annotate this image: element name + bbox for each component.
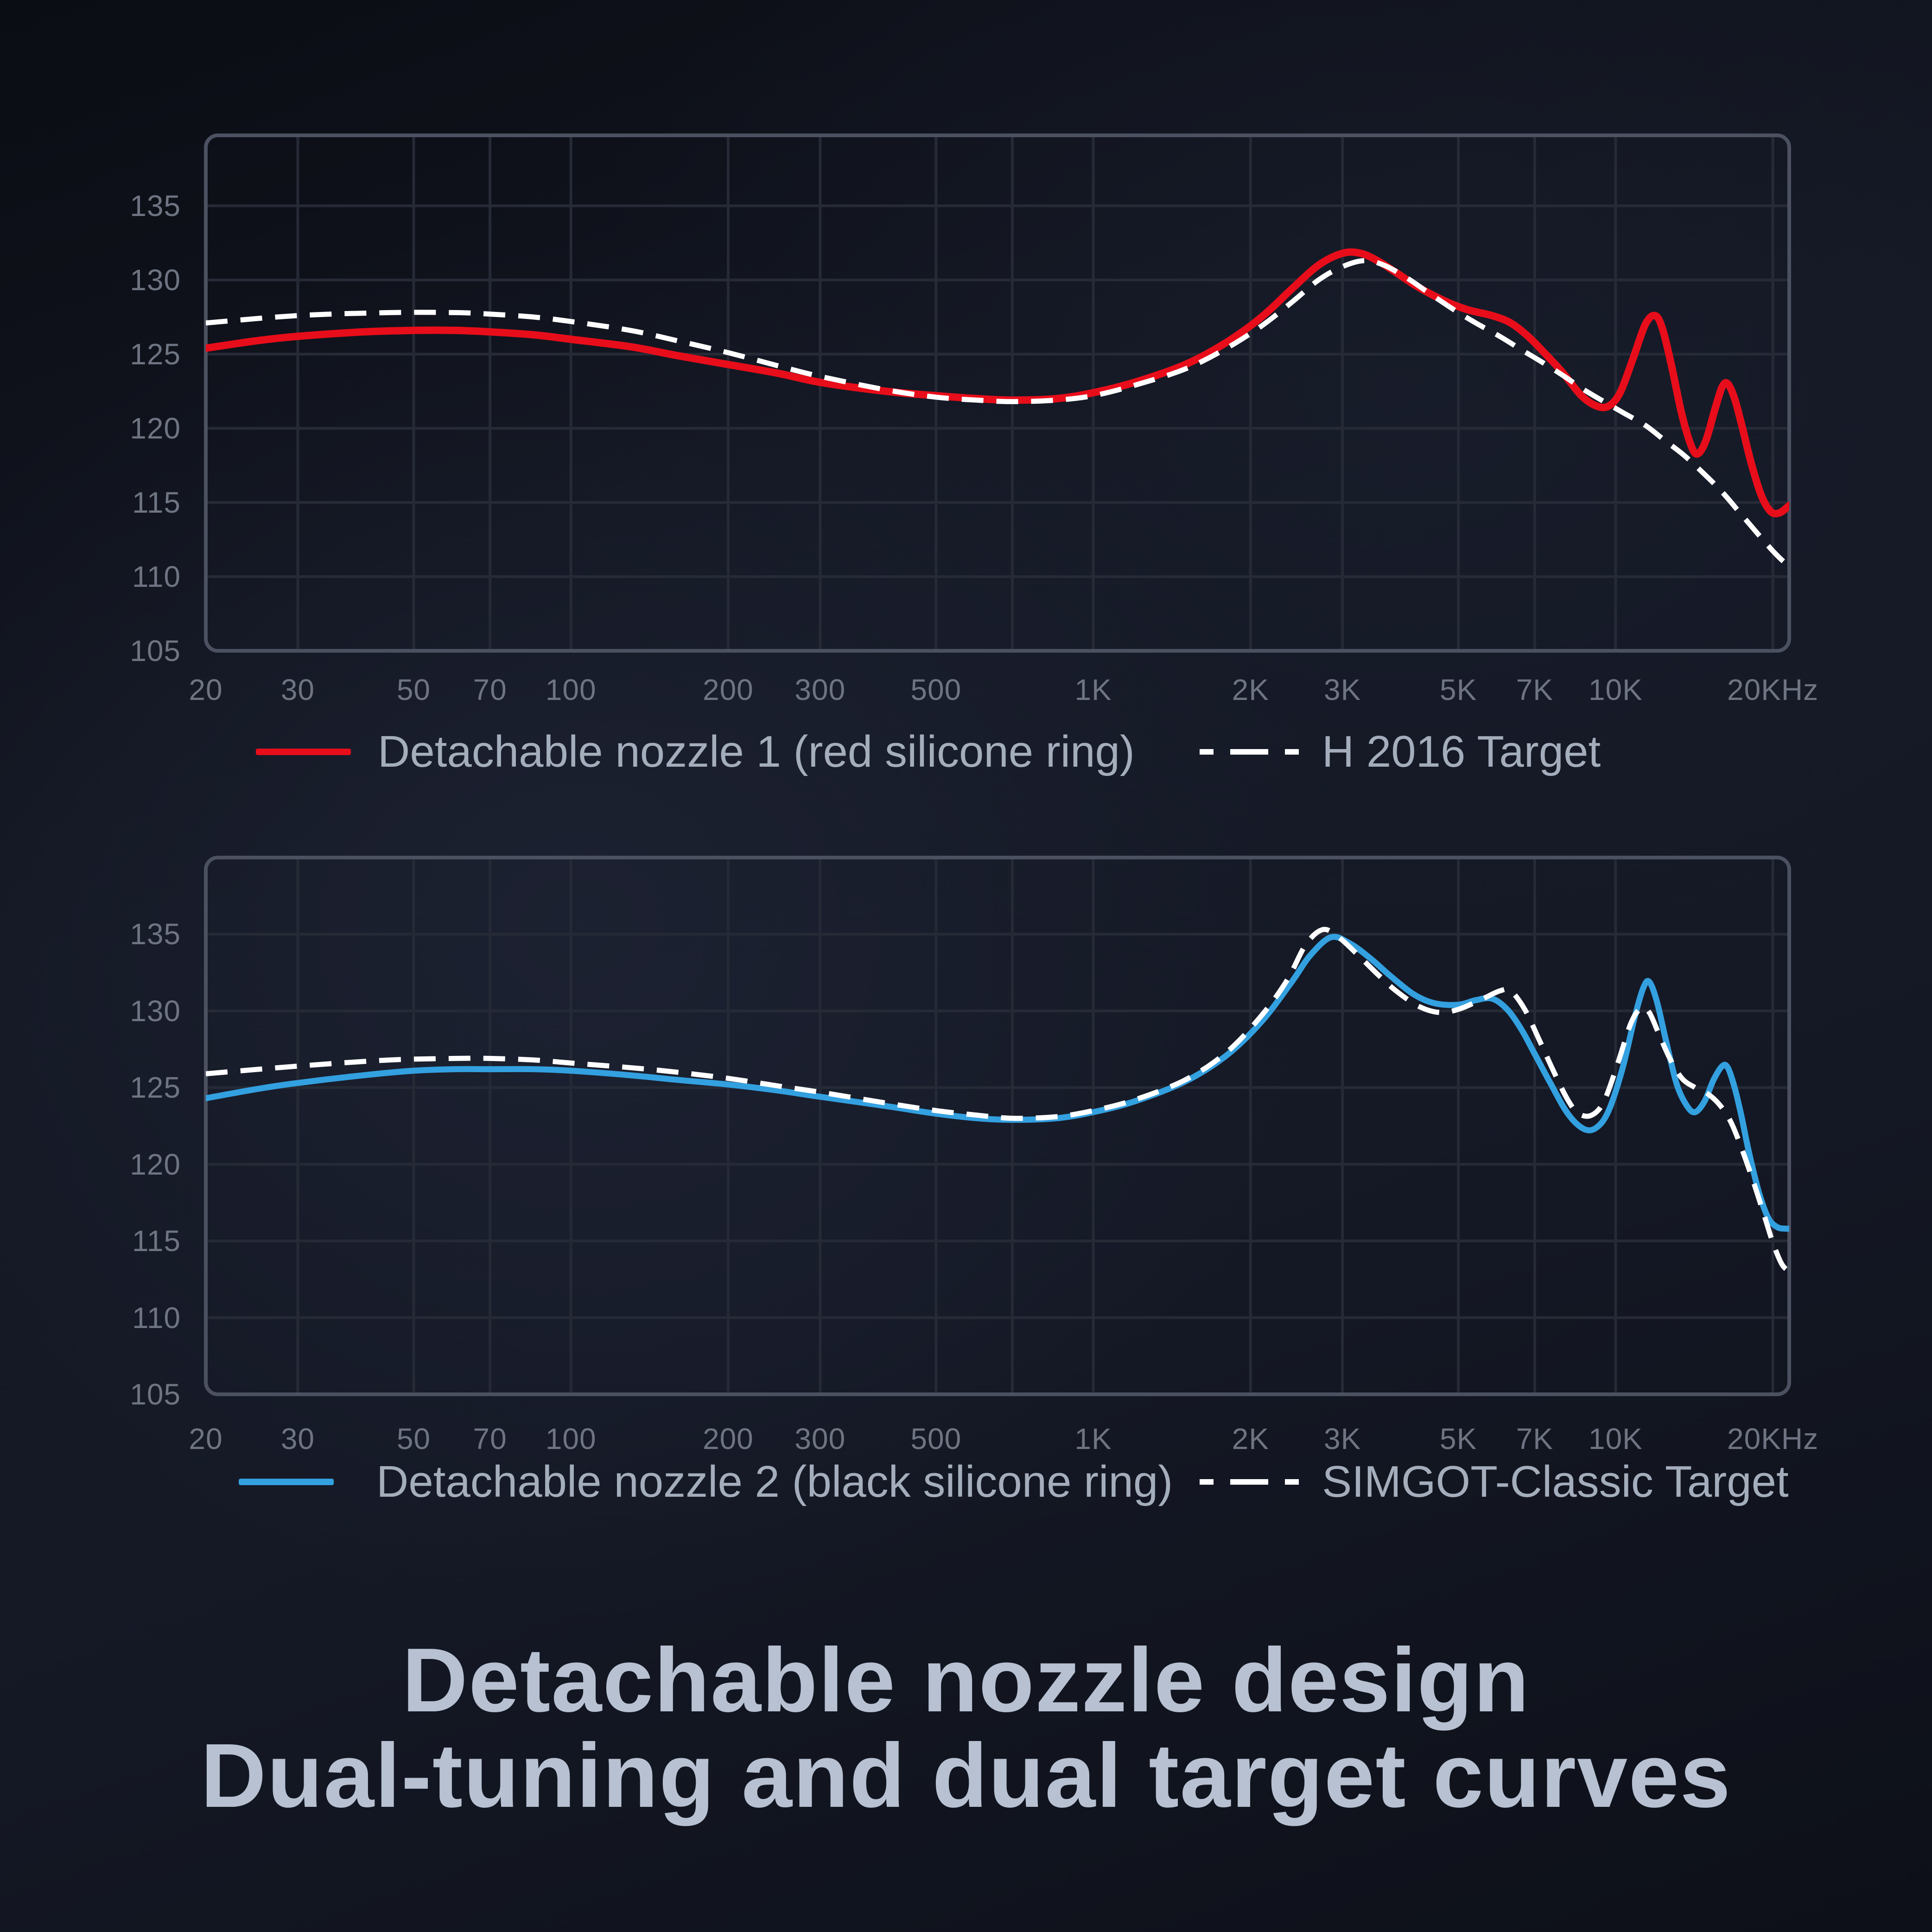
x-tick-label: 300 — [794, 673, 846, 706]
x-tick-label: 500 — [910, 1422, 962, 1455]
x-tick-label: 50 — [396, 1422, 431, 1455]
x-tick-label: 5K — [1440, 673, 1477, 706]
x-tick-label: 1K — [1074, 673, 1112, 706]
chart1-series-label: Detachable nozzle 1 (red silicone ring) — [378, 727, 1135, 776]
x-tick-label: 2K — [1232, 1422, 1269, 1455]
chart2-target-label: SIMGOT-Classic Target — [1322, 1457, 1789, 1506]
chart-frame — [204, 856, 1791, 1396]
x-tick-label: 200 — [702, 673, 754, 706]
red-line-swatch — [256, 749, 351, 755]
chart1-legend: Detachable nozzle 1 (red silicone ring) … — [256, 724, 1601, 780]
x-tick-label: 10K — [1588, 1422, 1643, 1455]
x-tick-label: 30 — [280, 673, 315, 706]
x-tick-label: 7K — [1516, 1422, 1553, 1455]
chart2-series-label: Detachable nozzle 2 (black silicone ring… — [376, 1457, 1173, 1506]
x-tick-label: 20KHz — [1727, 673, 1819, 706]
x-tick-label: 3K — [1324, 1422, 1361, 1455]
y-tick-label: 115 — [132, 486, 181, 519]
y-tick-label: 110 — [132, 560, 181, 593]
x-tick-label: 100 — [545, 673, 597, 706]
x-tick-label: 200 — [702, 1422, 754, 1455]
x-tick-label: 50 — [396, 673, 431, 706]
x-tick-label: 300 — [794, 1422, 846, 1455]
x-tick-label: 20KHz — [1727, 1422, 1819, 1455]
x-tick-label: 5K — [1440, 1422, 1477, 1455]
y-tick-label: 125 — [130, 1071, 181, 1105]
target-curve — [206, 927, 1789, 1274]
x-tick-label: 1K — [1074, 1422, 1112, 1455]
y-tick-label: 130 — [130, 994, 181, 1028]
x-tick-label: 2K — [1232, 673, 1269, 706]
chart1 — [204, 133, 1791, 653]
title-line-2: Dual-tuning and dual target curves — [200, 1725, 1732, 1826]
measured-curve — [206, 248, 1789, 517]
x-tick-label: 500 — [910, 673, 962, 706]
y-tick-label: 125 — [130, 337, 181, 371]
y-tick-label: 120 — [130, 412, 181, 445]
x-tick-label: 3K — [1324, 673, 1361, 706]
y-tick-label: 130 — [130, 263, 181, 297]
y-tick-label: 135 — [130, 189, 181, 222]
x-tick-label: 30 — [280, 1422, 315, 1455]
chart2 — [204, 856, 1791, 1396]
y-tick-label: 120 — [130, 1147, 181, 1181]
y-tick-label: 115 — [132, 1224, 181, 1258]
dashed-line-swatch — [1200, 1479, 1299, 1485]
target-curve — [206, 258, 1789, 568]
page-title: Detachable nozzle design Dual-tuning and… — [0, 1633, 1932, 1824]
x-tick-label: 7K — [1516, 673, 1553, 706]
x-tick-label: 20 — [189, 673, 223, 706]
x-tick-label: 70 — [473, 1422, 507, 1455]
x-tick-label: 70 — [473, 673, 507, 706]
title-line-1: Detachable nozzle design — [402, 1629, 1530, 1731]
measured-curve — [206, 934, 1789, 1232]
x-tick-label: 100 — [545, 1422, 597, 1455]
y-tick-label: 135 — [130, 917, 181, 951]
y-tick-label: 110 — [132, 1301, 181, 1335]
y-tick-label: 105 — [130, 634, 181, 667]
blue-line-swatch — [239, 1479, 334, 1485]
chart-frame — [204, 133, 1791, 653]
y-tick-label: 105 — [130, 1378, 181, 1411]
x-tick-label: 10K — [1588, 673, 1643, 706]
dashed-line-swatch — [1199, 749, 1299, 755]
chart1-target-label: H 2016 Target — [1322, 727, 1601, 776]
chart2-legend: Detachable nozzle 2 (black silicone ring… — [239, 1454, 1789, 1510]
x-tick-label: 20 — [189, 1422, 223, 1455]
